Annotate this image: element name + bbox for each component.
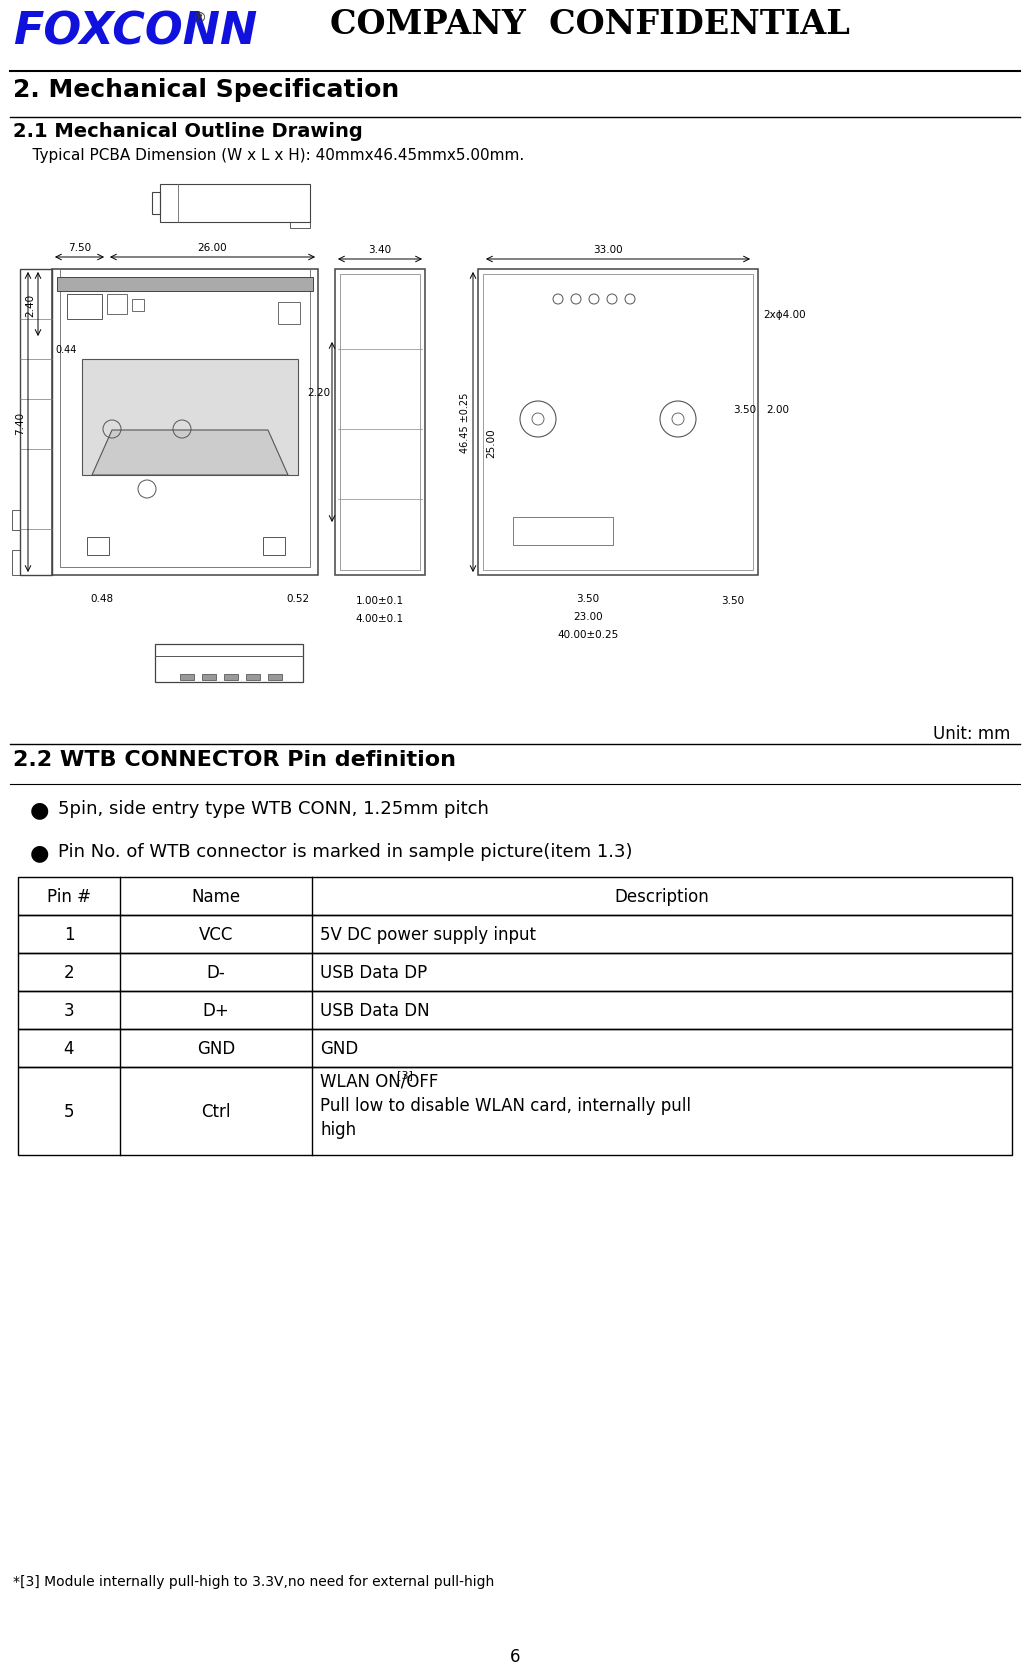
Text: 2.20: 2.20 bbox=[307, 388, 330, 398]
Bar bbox=[224, 674, 238, 681]
Text: ●: ● bbox=[30, 842, 49, 862]
Bar bbox=[513, 518, 613, 546]
Text: 7.40: 7.40 bbox=[15, 411, 25, 434]
Bar bbox=[87, 537, 109, 556]
Text: D+: D+ bbox=[203, 1002, 230, 1020]
Text: Pin #: Pin # bbox=[47, 887, 91, 905]
Text: Description: Description bbox=[615, 887, 710, 905]
Text: 2.1 Mechanical Outline Drawing: 2.1 Mechanical Outline Drawing bbox=[13, 121, 363, 141]
Text: FOXCONN: FOXCONN bbox=[13, 10, 258, 53]
Text: 2: 2 bbox=[64, 963, 74, 982]
Text: 7.50: 7.50 bbox=[68, 243, 91, 253]
Text: 4.00±0.1: 4.00±0.1 bbox=[356, 614, 404, 624]
Text: Typical PCBA Dimension (W x L x H): 40mmx46.45mmx5.00mm.: Typical PCBA Dimension (W x L x H): 40mm… bbox=[13, 148, 524, 163]
Text: high: high bbox=[320, 1120, 356, 1138]
Bar bbox=[154, 644, 303, 682]
Bar bbox=[12, 551, 20, 576]
Text: Pull low to disable WLAN card, internally pull: Pull low to disable WLAN card, internall… bbox=[320, 1097, 691, 1115]
Text: 26.00: 26.00 bbox=[198, 243, 228, 253]
Bar bbox=[152, 193, 160, 215]
Text: 46.45 ±0.25: 46.45 ±0.25 bbox=[460, 393, 470, 453]
Text: 2xϕ4.00: 2xϕ4.00 bbox=[763, 310, 805, 319]
Bar bbox=[18, 1067, 1012, 1155]
Bar bbox=[60, 270, 310, 567]
Polygon shape bbox=[92, 431, 288, 476]
Bar bbox=[18, 1030, 1012, 1067]
Text: 2.40: 2.40 bbox=[25, 293, 35, 316]
Text: 40.00±0.25: 40.00±0.25 bbox=[557, 629, 619, 639]
Bar bbox=[483, 275, 753, 571]
Bar bbox=[180, 674, 194, 681]
Bar bbox=[18, 915, 1012, 953]
Text: WLAN ON/OFF: WLAN ON/OFF bbox=[320, 1072, 439, 1090]
Bar bbox=[12, 511, 20, 531]
Text: 2.00: 2.00 bbox=[766, 404, 789, 414]
Bar bbox=[18, 877, 1012, 915]
Bar bbox=[82, 359, 298, 476]
Text: Name: Name bbox=[192, 887, 241, 905]
Text: 5: 5 bbox=[64, 1102, 74, 1120]
Text: ●: ● bbox=[30, 799, 49, 819]
Text: 0.48: 0.48 bbox=[91, 594, 113, 604]
Text: 3: 3 bbox=[64, 1002, 74, 1020]
Text: *[3] Module internally pull-high to 3.3V,no need for external pull-high: *[3] Module internally pull-high to 3.3V… bbox=[13, 1574, 494, 1587]
Bar bbox=[478, 270, 758, 576]
Text: 5V DC power supply input: 5V DC power supply input bbox=[320, 925, 536, 943]
Bar bbox=[20, 270, 52, 576]
Text: 3.50: 3.50 bbox=[721, 596, 745, 606]
Text: GND: GND bbox=[320, 1040, 358, 1057]
Text: Unit: mm: Unit: mm bbox=[932, 724, 1010, 742]
Bar bbox=[57, 278, 313, 291]
Text: USB Data DP: USB Data DP bbox=[320, 963, 427, 982]
Text: 4: 4 bbox=[64, 1040, 74, 1057]
Text: ®: ® bbox=[192, 12, 206, 27]
Bar bbox=[340, 275, 420, 571]
Text: 5pin, side entry type WTB CONN, 1.25mm pitch: 5pin, side entry type WTB CONN, 1.25mm p… bbox=[58, 799, 489, 817]
Text: 3.50: 3.50 bbox=[577, 594, 599, 604]
Text: VCC: VCC bbox=[199, 925, 233, 943]
Text: 0.52: 0.52 bbox=[286, 594, 310, 604]
Text: 2. Mechanical Specification: 2. Mechanical Specification bbox=[13, 78, 400, 102]
Bar bbox=[290, 223, 310, 230]
Bar bbox=[202, 674, 216, 681]
Bar bbox=[160, 185, 310, 223]
Bar bbox=[67, 295, 102, 319]
Text: Pin No. of WTB connector is marked in sample picture(item 1.3): Pin No. of WTB connector is marked in sa… bbox=[58, 842, 632, 860]
Text: USB Data DN: USB Data DN bbox=[320, 1002, 430, 1020]
Text: 23.00: 23.00 bbox=[573, 612, 603, 622]
Bar bbox=[335, 270, 425, 576]
Bar bbox=[268, 674, 282, 681]
Text: 6: 6 bbox=[510, 1647, 520, 1664]
Text: 3.40: 3.40 bbox=[369, 245, 391, 255]
Text: 1: 1 bbox=[64, 925, 74, 943]
Bar bbox=[278, 303, 300, 324]
Bar bbox=[18, 992, 1012, 1030]
Text: 3.50: 3.50 bbox=[733, 404, 756, 414]
Text: D-: D- bbox=[207, 963, 226, 982]
Bar bbox=[107, 295, 127, 314]
Text: 2.2 WTB CONNECTOR Pin definition: 2.2 WTB CONNECTOR Pin definition bbox=[13, 749, 456, 769]
Text: Ctrl: Ctrl bbox=[201, 1102, 231, 1120]
Bar bbox=[246, 674, 260, 681]
Bar bbox=[18, 953, 1012, 992]
Bar bbox=[52, 270, 318, 576]
Text: 25.00: 25.00 bbox=[486, 428, 496, 458]
Bar bbox=[263, 537, 285, 556]
Text: 1.00±0.1: 1.00±0.1 bbox=[356, 596, 404, 606]
Text: 0.44: 0.44 bbox=[55, 344, 76, 354]
Text: [3]: [3] bbox=[397, 1070, 413, 1080]
Text: GND: GND bbox=[197, 1040, 235, 1057]
Text: 33.00: 33.00 bbox=[593, 245, 623, 255]
Text: COMPANY  CONFIDENTIAL: COMPANY CONFIDENTIAL bbox=[330, 8, 850, 42]
Bar bbox=[132, 300, 144, 311]
